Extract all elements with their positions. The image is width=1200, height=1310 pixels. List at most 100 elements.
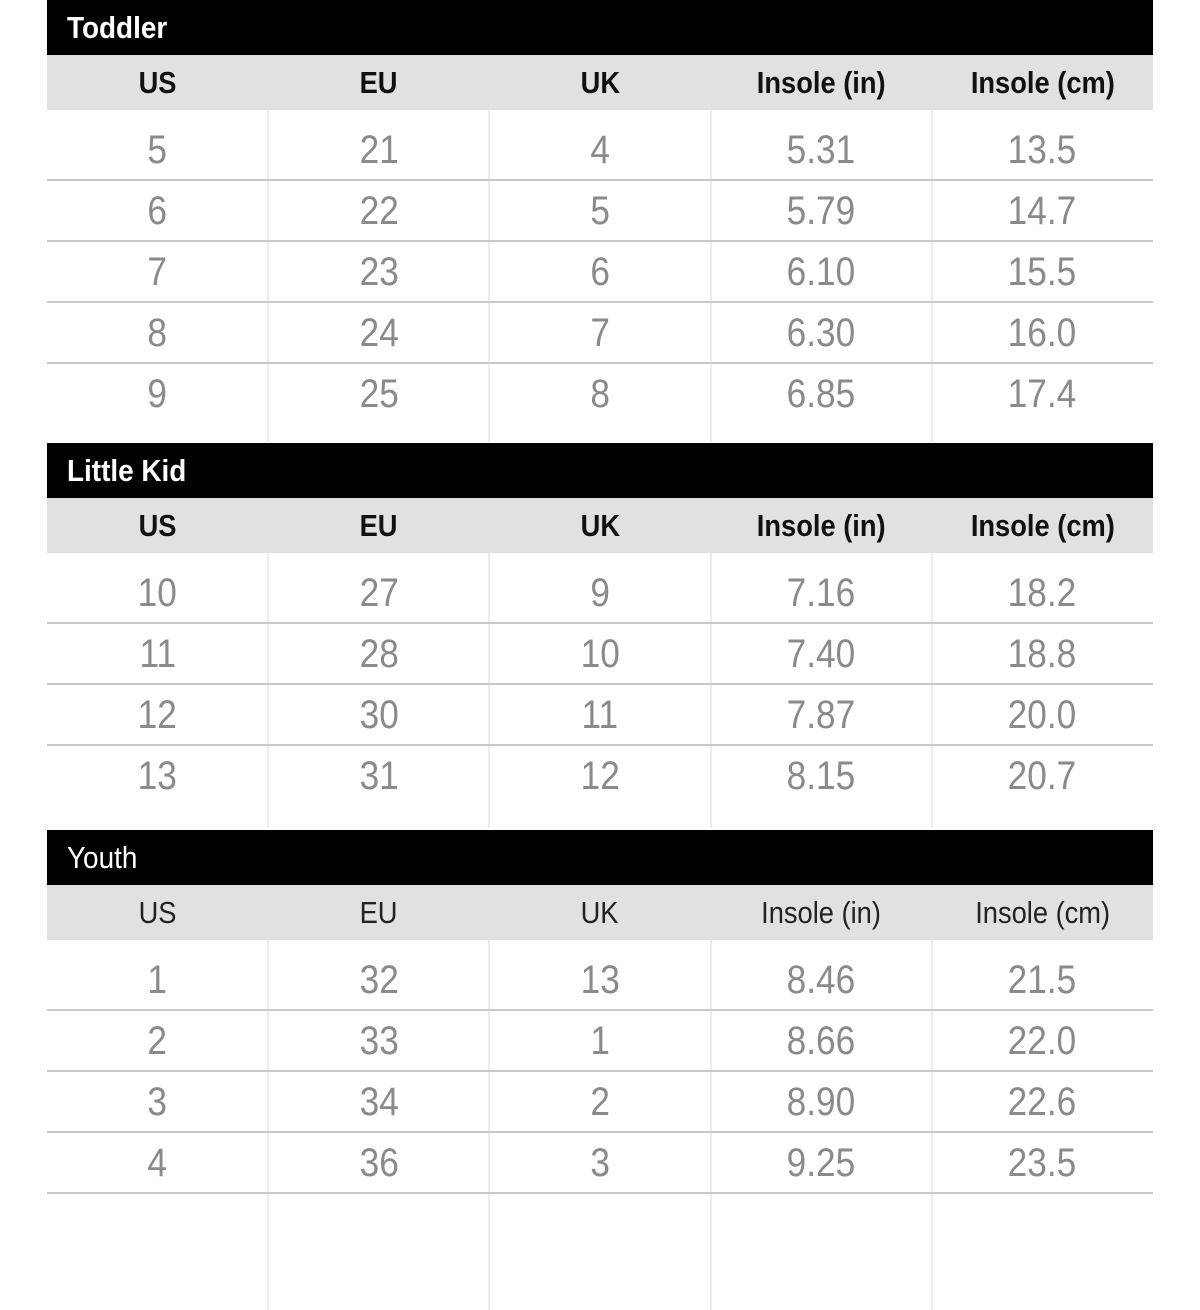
cell-value: 23 (359, 250, 399, 294)
little-kid-section: Little Kid US EU UK Insole (in) Insole (cm) … (47, 443, 1153, 828)
cell-value: 24 (359, 311, 399, 355)
table-cell: 9.25 (711, 1133, 932, 1192)
table-cell: 6 (489, 242, 710, 301)
table-cell: 11 (47, 624, 268, 683)
table-cell: 23 (268, 242, 489, 301)
toddler-section: Toddler US EU UK Insole (in) Insole (cm) 5 21… (47, 0, 1153, 442)
table-cell: 31 (268, 746, 489, 807)
table-cell: 6.30 (711, 303, 932, 362)
section-title-bar: Little Kid (47, 443, 1153, 498)
cell-value: 6.85 (786, 372, 856, 416)
table-cell: 7.40 (711, 624, 932, 683)
header-row: US EU UK Insole (in) Insole (cm) (47, 885, 1153, 940)
cell-value: 22.0 (1008, 1019, 1077, 1063)
cell-value: 21 (359, 128, 399, 172)
table-cell: 8 (47, 303, 268, 362)
column-header-label: Insole (in) (756, 508, 886, 543)
table-cell: 18.2 (932, 563, 1153, 622)
cell-value: 22 (359, 189, 399, 233)
cell-value: 34 (359, 1080, 399, 1124)
cell-value: 18.8 (1008, 632, 1077, 676)
column-header-label: US (138, 65, 177, 100)
cell-value: 8.46 (786, 958, 856, 1002)
cell-value: 18.2 (1008, 571, 1077, 615)
table-cell: 6.10 (711, 242, 932, 301)
table-body: 1 32 13 8.46 21.5 2 33 1 8.66 22.0 3 34 2 8.90 22.6 4 36… (47, 940, 1153, 1310)
table-cell: 2 (47, 1011, 268, 1070)
table-cell: 4 (489, 120, 710, 179)
cell-value: 8 (147, 311, 168, 355)
table-cell: 3 (47, 1072, 268, 1131)
table-cell: 8.66 (711, 1011, 932, 1070)
cell-value: 20.0 (1008, 693, 1077, 737)
table-cell: 10 (489, 624, 710, 683)
cell-value: 6 (590, 250, 610, 294)
cell-value: 6 (147, 189, 168, 233)
column-header-label: Insole (cm) (974, 895, 1110, 930)
table-cell: 21.5 (932, 950, 1153, 1009)
table-cell: 9 (489, 563, 710, 622)
cell-value: 12 (138, 693, 178, 737)
column-header: US (47, 498, 268, 553)
cell-value: 10 (138, 571, 178, 615)
cell-value: 4 (147, 1141, 168, 1185)
table-cell: 20.0 (932, 685, 1153, 744)
column-header-label: Insole (cm) (970, 508, 1115, 543)
cell-value: 4 (590, 128, 610, 172)
cell-value: 2 (147, 1019, 168, 1063)
cell-value: 13 (580, 958, 620, 1002)
cell-value: 31 (359, 754, 399, 798)
table-cell: 34 (268, 1072, 489, 1131)
cell-value: 2 (590, 1080, 610, 1124)
table-cell: 22 (268, 181, 489, 240)
table-row: 5 21 4 5.31 13.5 (47, 110, 1153, 181)
column-header-label: EU (359, 895, 398, 930)
table-cell: 16.0 (932, 303, 1153, 362)
table-cell: 13 (47, 746, 268, 807)
table-row: 13 31 12 8.15 20.7 (47, 746, 1153, 807)
table-cell: 28 (268, 624, 489, 683)
table-cell: 7.87 (711, 685, 932, 744)
table-body: 5 21 4 5.31 13.5 6 22 5 5.79 14.7 7 23 6 6.10 15.5 8 24 7… (47, 110, 1153, 442)
section-title: Little Kid (67, 453, 187, 488)
table-row: 7 23 6 6.10 15.5 (47, 242, 1153, 303)
table-cell: 9 (47, 364, 268, 425)
table-row: 12 30 11 7.87 20.0 (47, 685, 1153, 746)
column-header: Insole (cm) (932, 55, 1153, 110)
cell-value: 6.10 (786, 250, 856, 294)
cell-value: 15.5 (1008, 250, 1077, 294)
table-cell: 6 (47, 181, 268, 240)
table-cell: 5.79 (711, 181, 932, 240)
table-cell: 8.15 (711, 746, 932, 807)
table-row: 9 25 8 6.85 17.4 (47, 364, 1153, 425)
table-cell: 1 (47, 950, 268, 1009)
cell-value: 5 (147, 128, 168, 172)
table-row: 1 32 13 8.46 21.5 (47, 940, 1153, 1011)
column-header: EU (268, 885, 489, 940)
table-row: 10 27 9 7.16 18.2 (47, 553, 1153, 624)
table-cell: 12 (47, 685, 268, 744)
table-cell: 12 (489, 746, 710, 807)
table-row: 2 33 1 8.66 22.0 (47, 1011, 1153, 1072)
column-header-label: Insole (in) (756, 65, 886, 100)
table-row: 6 22 5 5.79 14.7 (47, 181, 1153, 242)
cell-value: 17.4 (1008, 372, 1077, 416)
table-cell: 10 (47, 563, 268, 622)
cell-value: 28 (359, 632, 399, 676)
table-cell: 7.16 (711, 563, 932, 622)
cell-value: 7 (590, 311, 610, 355)
cell-value: 14.7 (1008, 189, 1077, 233)
column-header: EU (268, 498, 489, 553)
table-cell: 5 (489, 181, 710, 240)
table-cell: 33 (268, 1011, 489, 1070)
column-header-label: Insole (in) (761, 895, 882, 930)
table-cell: 24 (268, 303, 489, 362)
column-header-label: EU (359, 65, 398, 100)
table-cell: 15.5 (932, 242, 1153, 301)
table-cell: 11 (489, 685, 710, 744)
section-title-bar: Toddler (47, 0, 1153, 55)
table-cell: 36 (268, 1133, 489, 1192)
cell-value: 8.90 (786, 1080, 856, 1124)
cell-value: 7.40 (786, 632, 856, 676)
table-cell: 6.85 (711, 364, 932, 425)
